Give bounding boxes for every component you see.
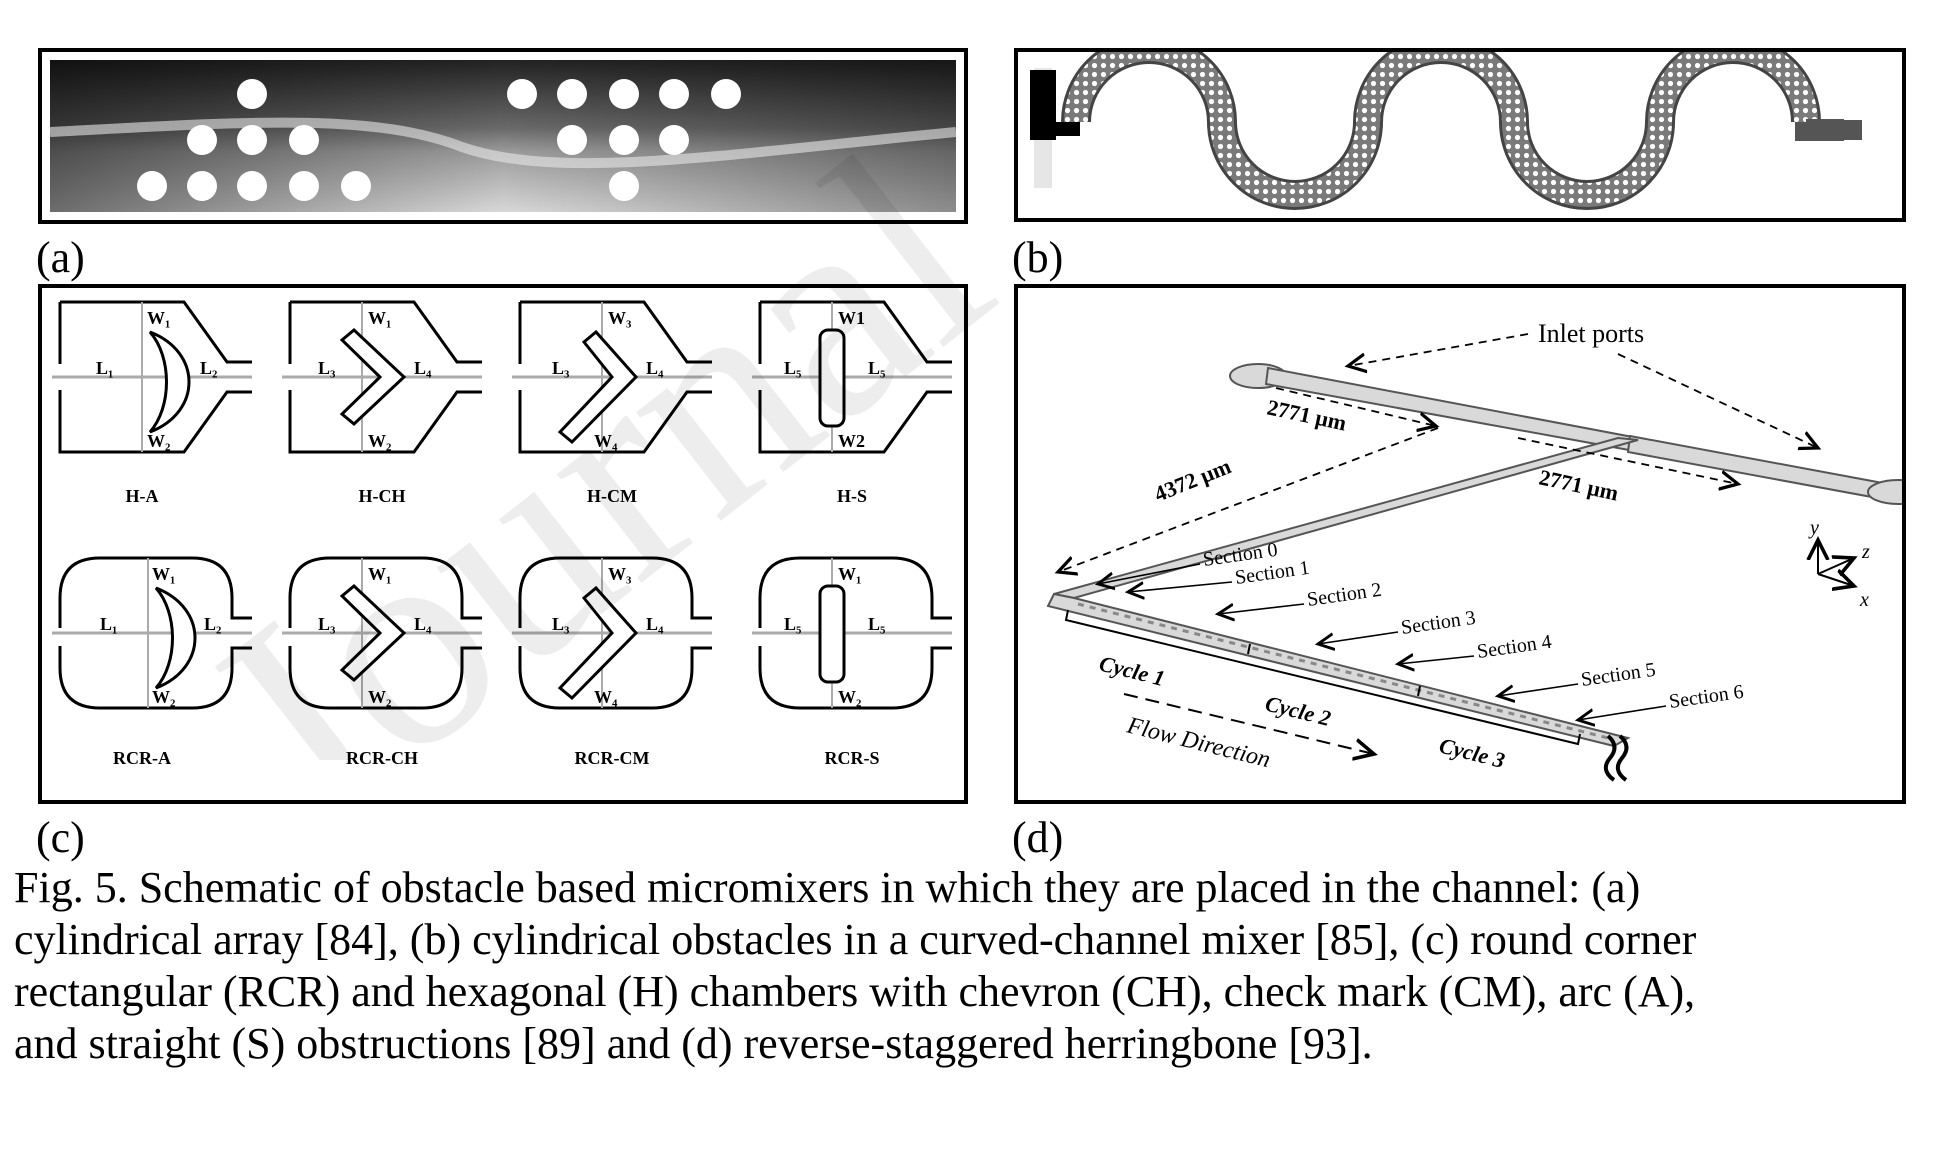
- caption-line-1: Fig. 5. Schematic of obstacle based micr…: [14, 862, 1934, 914]
- svg-text:W₄: W₄: [594, 687, 618, 707]
- svg-text:L₂: L₂: [204, 614, 221, 634]
- svg-text:L₃: L₃: [318, 614, 336, 634]
- svg-text:Section 5: Section 5: [1580, 659, 1657, 691]
- label-rcr-ch: RCR-CH: [346, 748, 418, 768]
- svg-text:W₁: W₁: [152, 564, 175, 584]
- h-a-l-left: L₁: [96, 358, 113, 378]
- chamber-h-s: W1 W2 L₅ L₅: [752, 302, 952, 452]
- panel-d-herringbone: Inlet ports 2771 μm 2771 μm 4372 μm Sect…: [1014, 284, 1906, 804]
- svg-text:L₅: L₅: [868, 614, 885, 634]
- t-channel: [1048, 364, 1902, 746]
- label-rcr-s: RCR-S: [824, 748, 879, 768]
- label-rcr-a: RCR-A: [113, 748, 171, 768]
- svg-text:W₃: W₃: [608, 564, 632, 584]
- svg-text:L₃: L₃: [552, 358, 570, 378]
- chamber-h-cm: W₃ W₄ L₃ L₄: [512, 302, 712, 452]
- dim-long: 4372 μm: [1151, 453, 1235, 506]
- cycle-1: Cycle 1: [1097, 651, 1168, 691]
- svg-text:L₃: L₃: [318, 358, 336, 378]
- svg-text:L₅: L₅: [784, 358, 801, 378]
- label-h-a: H-A: [126, 486, 159, 506]
- svg-text:Section 3: Section 3: [1400, 607, 1477, 639]
- cycle-2: Cycle 2: [1263, 691, 1334, 731]
- svg-text:L₄: L₄: [646, 614, 664, 634]
- svg-text:L₅: L₅: [868, 358, 885, 378]
- svg-text:y: y: [1808, 517, 1819, 539]
- caption-line-2: cylindrical array [84], (b) cylindrical …: [14, 914, 1934, 966]
- cycle-3: Cycle 3: [1437, 733, 1508, 773]
- flow-direction: Flow Direction: [1124, 712, 1273, 773]
- label-h-ch: H-CH: [359, 486, 406, 506]
- panel-b-figure: [1018, 52, 1902, 218]
- svg-text:W₃: W₃: [608, 308, 632, 328]
- axes-icon: y z x: [1808, 517, 1870, 611]
- chamber-h-ch: W₁ W₂ L₃ L₄: [282, 302, 482, 452]
- label-h-cm: H-CM: [587, 486, 637, 506]
- svg-text:L₄: L₄: [414, 614, 432, 634]
- svg-text:W₁: W₁: [838, 564, 861, 584]
- svg-text:W₂: W₂: [368, 431, 391, 451]
- chamber-h-a: W₁ W₂ L₁ L₂: [52, 302, 252, 452]
- panel-d-label: (d): [1012, 816, 1063, 860]
- section-labels: Section 0 Section 1 Section 2 Section 3 …: [1202, 539, 1745, 713]
- svg-text:L₁: L₁: [100, 614, 117, 634]
- h-a-w-bot: W₂: [147, 431, 170, 451]
- svg-text:Section 6: Section 6: [1668, 681, 1745, 713]
- h-a-l-right: L₂: [200, 358, 217, 378]
- svg-text:L₄: L₄: [414, 358, 432, 378]
- panel-d-figure: Inlet ports 2771 μm 2771 μm 4372 μm Sect…: [1018, 288, 1902, 800]
- panel-a-cylindrical-array: [38, 48, 968, 224]
- svg-text:L₄: L₄: [646, 358, 664, 378]
- chamber-rcr-a: W₁ W₂ L₁ L₂: [52, 558, 252, 708]
- svg-text:W₁: W₁: [368, 564, 391, 584]
- chamber-rcr-cm: W₃ W₄ L₃ L₄: [512, 558, 712, 708]
- panel-c-figure: W₁ W₂ L₁ L₂ H-A W₁ W₂ L₃ L₄ H-CH: [42, 288, 964, 800]
- svg-text:z: z: [1861, 541, 1870, 563]
- svg-text:W₁: W₁: [368, 308, 391, 328]
- inlet-ports-label: Inlet ports: [1538, 319, 1644, 348]
- chamber-rcr-ch: W₁ W₂ L₃ L₄: [282, 558, 482, 708]
- panel-c-chambers: W₁ W₂ L₁ L₂ H-A W₁ W₂ L₃ L₄ H-CH: [38, 284, 968, 804]
- svg-text:W₂: W₂: [152, 687, 175, 707]
- svg-text:x: x: [1859, 589, 1869, 611]
- panel-b-label: (b): [1012, 236, 1063, 280]
- panel-b-curved-channel: [1014, 48, 1906, 222]
- panel-a-figure: [42, 52, 964, 220]
- dim-right-arm: 2771 μm: [1537, 464, 1621, 505]
- figure-caption: Fig. 5. Schematic of obstacle based micr…: [14, 862, 1934, 1070]
- svg-text:W₂: W₂: [368, 687, 391, 707]
- svg-text:W2: W2: [838, 431, 865, 451]
- dim-left-arm: 2771 μm: [1265, 394, 1349, 435]
- svg-text:W1: W1: [838, 308, 865, 328]
- h-a-w-top: W₁: [147, 308, 170, 328]
- panel-c-label: (c): [36, 816, 85, 860]
- svg-text:L₅: L₅: [784, 614, 801, 634]
- label-rcr-cm: RCR-CM: [575, 748, 650, 768]
- svg-text:Section 2: Section 2: [1306, 579, 1383, 611]
- svg-text:W₄: W₄: [594, 431, 618, 451]
- svg-text:Section 4: Section 4: [1476, 631, 1553, 663]
- panel-a-label: (a): [36, 236, 85, 280]
- svg-text:L₃: L₃: [552, 614, 570, 634]
- caption-line-4: and straight (S) obstructions [89] and (…: [14, 1018, 1934, 1070]
- label-h-s: H-S: [837, 486, 867, 506]
- caption-line-3: rectangular (RCR) and hexagonal (H) cham…: [14, 966, 1934, 1018]
- svg-text:W₂: W₂: [838, 687, 861, 707]
- chamber-rcr-s: W₁ W₂ L₅ L₅: [752, 558, 952, 708]
